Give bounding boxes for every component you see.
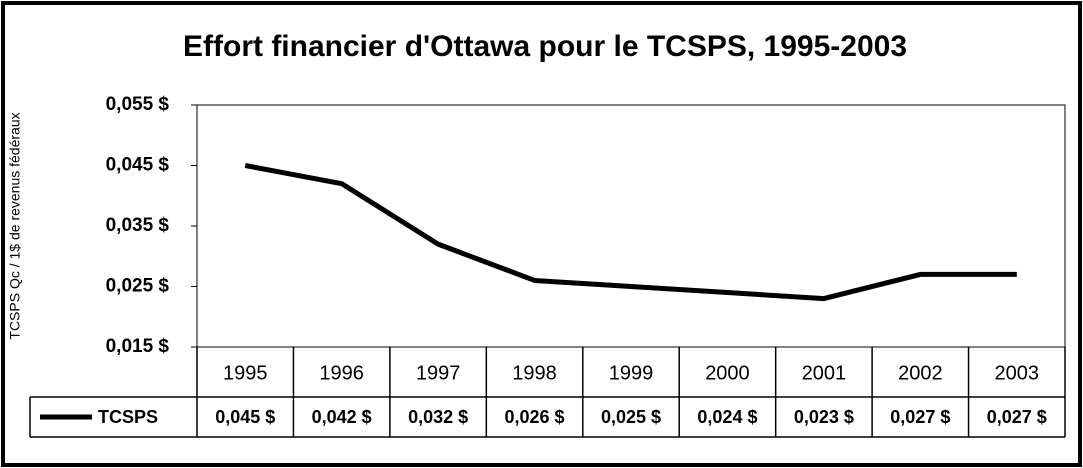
x-tick-label: 1996 [319, 362, 364, 384]
x-tick-label: 2002 [898, 362, 943, 384]
x-tick-label: 1999 [609, 362, 654, 384]
x-tick-label: 1995 [223, 362, 268, 384]
data-table-value: 0,042 $ [312, 407, 372, 427]
chart-title: Effort financier d'Ottawa pour le TCSPS,… [183, 30, 907, 63]
data-table-value: 0,032 $ [408, 407, 468, 427]
x-tick-label: 1998 [512, 362, 557, 384]
y-tick-label: 0,015 $ [106, 336, 170, 357]
series-line [244, 163, 1017, 302]
data-table-value: 0,026 $ [505, 407, 565, 427]
y-tick-label: 0,035 $ [106, 215, 170, 236]
data-table-value: 0,027 $ [890, 407, 950, 427]
x-tick-label: 2003 [995, 362, 1040, 384]
data-table-value: 0,025 $ [601, 407, 661, 427]
legend-label: TCSPS [98, 407, 158, 427]
x-tick-label: 2000 [705, 362, 750, 384]
x-tick-label: 1997 [416, 362, 461, 384]
plot-area [196, 104, 1066, 348]
data-table-value: 0,024 $ [697, 407, 757, 427]
data-table-value: 0,023 $ [794, 407, 854, 427]
data-table-value: 0,027 $ [987, 407, 1047, 427]
y-tick-label: 0,055 $ [106, 94, 170, 115]
x-tick-label: 2001 [802, 362, 847, 384]
y-tick-label: 0,025 $ [106, 276, 170, 297]
y-axis-label: TCSPS Qc / 1$ de revenus fédéraux [7, 112, 23, 339]
data-table-value: 0,045 $ [215, 407, 275, 427]
y-tick-label: 0,045 $ [106, 155, 170, 176]
